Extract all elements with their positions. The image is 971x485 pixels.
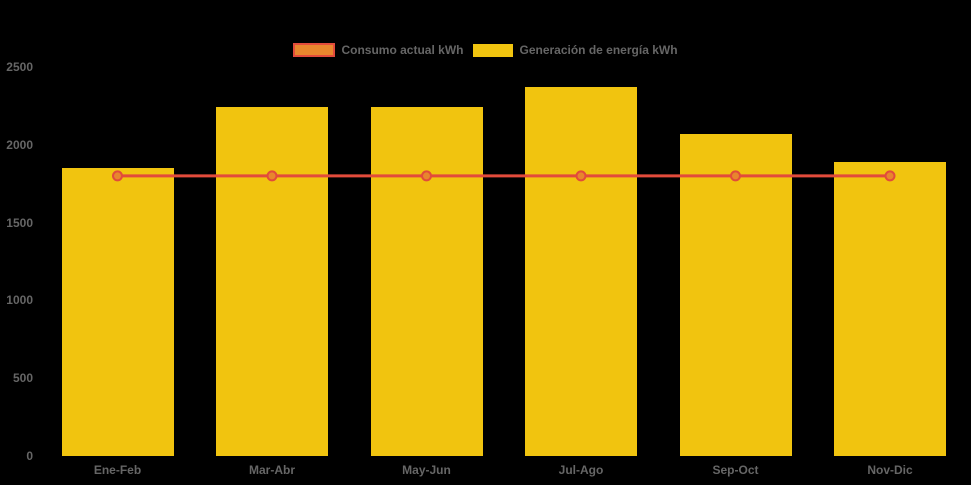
bar-jul-ago[interactable] (525, 87, 637, 456)
legend-swatch-consumo-actual (293, 43, 336, 57)
y-tick-label-500: 500 (12, 371, 33, 386)
bar-mar-abr[interactable] (216, 107, 328, 456)
x-axis-label-ene-feb: Ene-Feb (93, 463, 142, 477)
x-axis-label-mar-abr: Mar-Abr (248, 463, 295, 477)
legend-label-consumo-actual: Consumo actual kWh (341, 43, 464, 57)
y-tick-label-1500: 1500 (6, 215, 33, 230)
legend-label-generacion-energia: Generación de energía kWh (519, 43, 678, 57)
y-tick-label-2000: 2000 (6, 137, 33, 152)
legend-item-generacion-energia[interactable]: Generación de energía kWh (473, 43, 678, 57)
chart-legend: Consumo actual kWh Generación de energía… (0, 43, 971, 57)
x-axis-label-may-jun: May-Jun (402, 463, 451, 477)
x-axis-label-jul-ago: Jul-Ago (558, 463, 604, 477)
legend-item-consumo-actual[interactable]: Consumo actual kWh (293, 43, 463, 57)
bar-ene-feb[interactable] (61, 168, 174, 456)
bar-nov-dic[interactable] (834, 161, 946, 456)
legend-swatch-generacion-energia (473, 43, 514, 57)
x-axis-label-nov-dic: Nov-Dic (867, 463, 913, 477)
y-tick-label-0: 0 (26, 449, 33, 463)
y-tick-label-2500: 2500 (6, 60, 33, 74)
x-axis-label-sep-oct: Sep-Oct (712, 463, 759, 477)
bar-may-jun[interactable] (370, 107, 483, 456)
bar-sep-oct[interactable] (679, 133, 792, 456)
y-tick-label-1000: 1000 (6, 293, 33, 308)
